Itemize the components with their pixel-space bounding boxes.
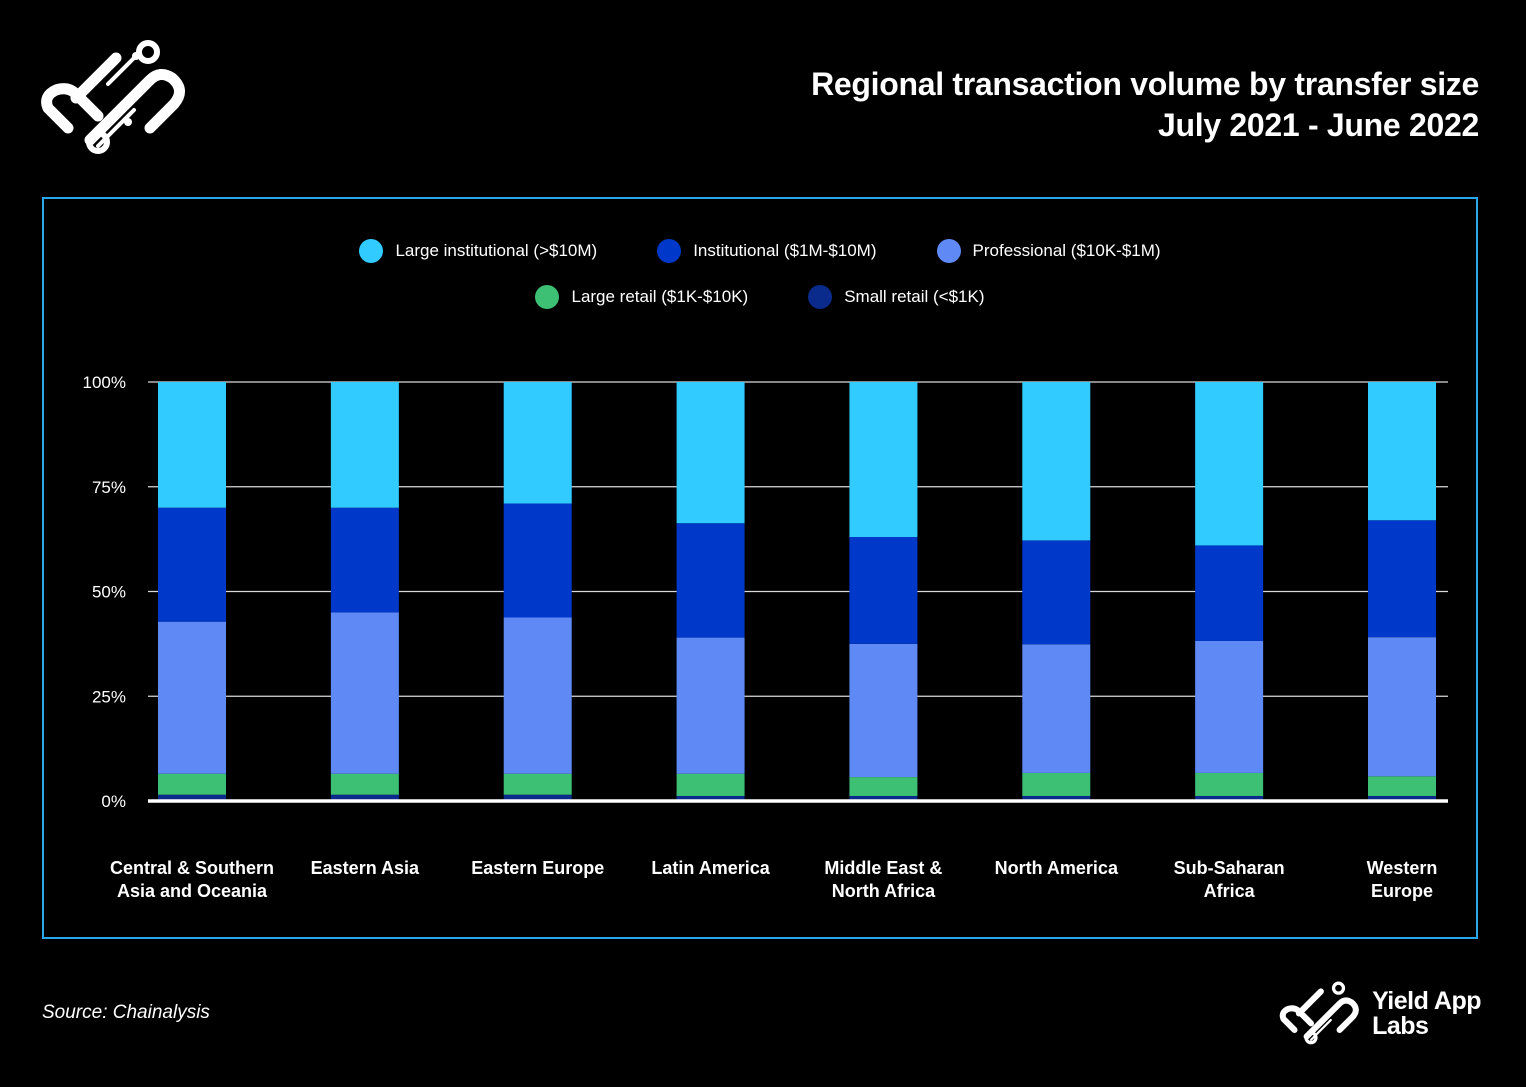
legend-label: Small retail (<$1K) xyxy=(844,287,985,306)
bar-segment xyxy=(1022,382,1091,541)
bar-segment xyxy=(1195,795,1264,801)
bar-segment xyxy=(1195,772,1264,796)
legend-item: Large institutional (>$10M) xyxy=(359,239,597,263)
legend-label: Institutional ($1M-$10M) xyxy=(693,241,877,260)
bar-segment xyxy=(1368,776,1436,796)
x-tick-label: Central & Southern Asia and Oceania xyxy=(110,858,274,901)
y-tick-label: 25% xyxy=(92,687,126,706)
bar-segment xyxy=(849,643,918,778)
x-tick-label-line: Latin America xyxy=(651,858,770,878)
bar-segment xyxy=(676,637,745,774)
bar-segment xyxy=(158,382,226,508)
bar-segment xyxy=(158,794,226,801)
bar-segment xyxy=(503,382,572,504)
bar-segment xyxy=(1368,520,1436,638)
bar-segment xyxy=(849,537,918,644)
x-tick-label: Eastern Europe xyxy=(471,858,604,878)
bar-segment xyxy=(158,507,226,622)
bar-segment xyxy=(158,773,226,795)
bar-segment xyxy=(849,795,918,801)
x-tick-label-line: North Africa xyxy=(832,881,936,901)
bar-segment xyxy=(1368,637,1436,777)
bar-segment xyxy=(503,503,572,618)
chart-title-line2: July 2021 - June 2022 xyxy=(1157,107,1479,143)
bar-segment xyxy=(1022,540,1091,645)
bar-segment xyxy=(330,794,399,801)
chart-frame: Large institutional (>$10M) Institutional… xyxy=(42,197,1478,939)
bar-segment xyxy=(1195,640,1264,773)
brand-name: Yield App Labs xyxy=(1372,989,1481,1039)
legend-swatch xyxy=(535,285,560,309)
brand-footer: Yield App Labs xyxy=(1278,980,1481,1048)
bar-segment xyxy=(1022,772,1091,796)
bar-segment xyxy=(676,773,745,796)
yield-app-logo-small-icon xyxy=(1279,981,1359,1045)
source-note: Source: Chainalysis xyxy=(42,1002,210,1023)
bar-segment xyxy=(158,621,226,774)
x-tick-label-line: Western xyxy=(1367,858,1438,878)
bar-segment xyxy=(676,523,745,638)
x-tick-label-line: Eastern Asia xyxy=(311,858,420,878)
bar-segment xyxy=(676,382,745,524)
x-tick-label-line: Sub-Saharan xyxy=(1174,858,1285,878)
x-tick-label-line: Africa xyxy=(1204,881,1256,901)
legend-swatch xyxy=(359,239,384,263)
chart-title-line1: Regional transaction volume by transfer … xyxy=(811,66,1479,102)
legend-label: Large retail ($1K-$10K) xyxy=(571,287,749,306)
bar-segment xyxy=(1022,644,1091,773)
legend-item: Large retail ($1K-$10K) xyxy=(535,285,748,309)
bar-segment xyxy=(503,617,572,774)
bar-segment xyxy=(1368,382,1436,521)
legend-row-1: Large institutional (>$10M) Institutional… xyxy=(44,239,1476,263)
brand-name-line2: Labs xyxy=(1372,1012,1429,1040)
bar-segment xyxy=(330,507,399,613)
x-tick-label: Middle East & North Africa xyxy=(824,858,942,901)
y-tick-label: 75% xyxy=(92,478,126,497)
legend-swatch xyxy=(808,285,833,309)
bar-segment xyxy=(330,773,399,795)
bar-segment xyxy=(1368,795,1436,801)
x-tick-label-line: Eastern Europe xyxy=(471,858,604,878)
legend-label: Professional ($10K-$1M) xyxy=(972,241,1161,260)
x-tick-label-line: Europe xyxy=(1371,881,1433,901)
bar-segment xyxy=(503,773,572,795)
bar-segment xyxy=(676,795,745,801)
y-tick-label: 0% xyxy=(101,792,126,811)
x-tick-label: North America xyxy=(995,858,1119,878)
x-tick-label-line: Asia and Oceania xyxy=(117,881,268,901)
legend-item: Institutional ($1M-$10M) xyxy=(657,239,877,263)
legend-label: Large institutional (>$10M) xyxy=(395,241,598,260)
legend-swatch xyxy=(657,239,682,263)
yield-app-logo-icon xyxy=(41,40,185,154)
bar-segment xyxy=(1195,545,1264,641)
x-tick-label-line: Middle East & xyxy=(824,858,942,878)
x-tick-label: Western Europe xyxy=(1367,858,1438,901)
legend-item: Professional ($10K-$1M) xyxy=(936,239,1161,263)
x-tick-label: Sub-Saharan Africa xyxy=(1174,858,1285,901)
legend-swatch xyxy=(936,239,961,263)
chart-title: Regional transaction volume by transfer … xyxy=(811,64,1479,146)
x-tick-label-line: North America xyxy=(995,858,1119,878)
bar-segment xyxy=(849,382,918,538)
legend-row-2: Large retail ($1K-$10K) Small retail (<$1… xyxy=(44,285,1476,309)
x-tick-label-line: Central & Southern xyxy=(110,858,274,878)
y-tick-label: 100% xyxy=(83,373,126,392)
legend-item: Small retail (<$1K) xyxy=(808,285,985,309)
bar-segment xyxy=(849,777,918,796)
bar-segment xyxy=(1022,795,1091,801)
y-tick-label: 50% xyxy=(92,583,126,602)
x-tick-label: Latin America xyxy=(651,858,770,878)
bar-segment xyxy=(503,794,572,801)
bar-segment xyxy=(330,612,399,774)
bar-segment xyxy=(1195,382,1264,546)
brand-name-line1: Yield App xyxy=(1372,987,1481,1015)
x-tick-label: Eastern Asia xyxy=(311,858,420,878)
bar-segment xyxy=(330,382,399,508)
